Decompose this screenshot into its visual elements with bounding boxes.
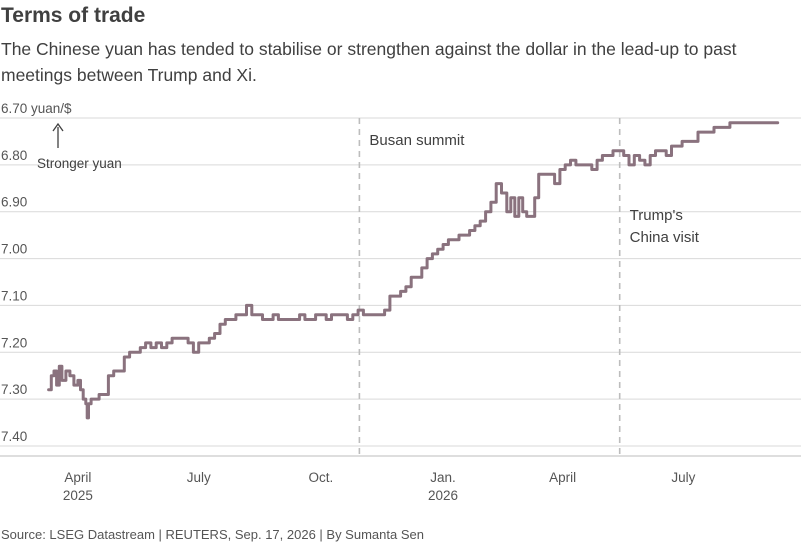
y-axis-ticks: 6.70 yuan/$ 6.80 6.90 7.00 7.10 7.20 7.30 7.40 [1, 101, 72, 444]
event-markers: Busan summit Trump's China visit [358, 118, 700, 456]
y-tick-label: 7.20 [1, 335, 27, 350]
event-label: China visit [630, 229, 700, 246]
chart-subtitle: The Chinese yuan has tended to stabilise… [1, 39, 737, 85]
x-tick-label: April [549, 470, 576, 485]
x-tick-label: April [64, 470, 91, 485]
line-chart: 6.70 yuan/$6.806.907.007.107.207.307.40 … [0, 101, 801, 503]
x-axis-ticks: April 2025 July Oct. Jan. 2026 April July [63, 470, 696, 503]
x-tick-label: Oct. [309, 470, 334, 485]
event-label: Trump's [630, 207, 683, 224]
y-tick-label: 6.80 [1, 148, 27, 163]
y-tick-label: 7.40 [1, 429, 27, 444]
x-tick-label: July [187, 470, 211, 485]
source-note: Source: LSEG Datastream | REUTERS, Sep. … [1, 527, 424, 542]
direction-note: Stronger yuan [37, 156, 122, 171]
x-tick-year-label: 2026 [428, 488, 458, 503]
y-tick-label: 7.30 [1, 382, 27, 397]
x-tick-year-label: 2025 [63, 488, 93, 503]
x-tick-label: Jan. [430, 470, 456, 485]
chart-title: Terms of trade [1, 4, 146, 27]
y-tick-label: 6.90 [1, 195, 27, 210]
event-label: Busan summit [369, 132, 465, 149]
y-tick-label: 7.10 [1, 288, 27, 303]
series-group [47, 121, 780, 420]
series-line [47, 121, 780, 420]
x-tick-label: July [671, 470, 695, 485]
y-tick-label: 7.00 [1, 242, 27, 257]
y-tick-label: 6.70 yuan/$ [1, 101, 72, 116]
direction-note-group: Stronger yuan [37, 122, 122, 171]
up-arrow-icon [52, 122, 64, 132]
